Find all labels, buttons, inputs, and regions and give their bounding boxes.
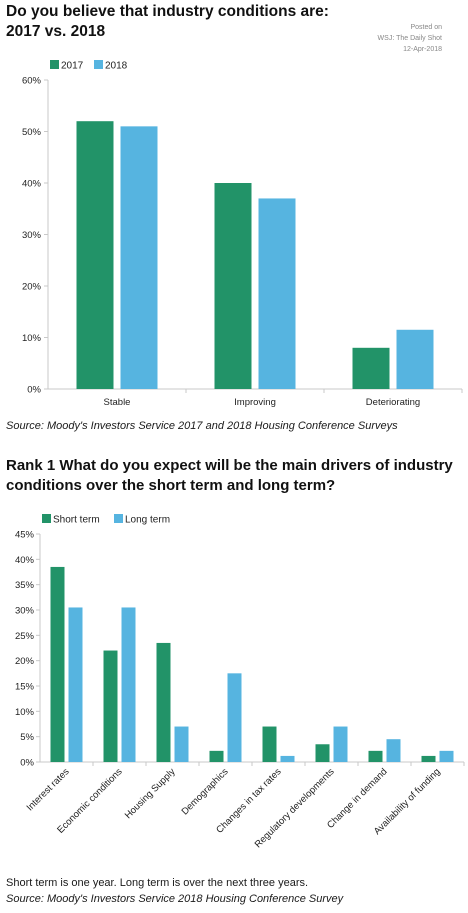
- bar-long-term-1: [68, 607, 83, 762]
- y-tick-label: 40%: [22, 179, 42, 190]
- x-category-label: Interest rates: [25, 766, 72, 813]
- bar-long-term-3: [174, 726, 189, 762]
- x-category-label: Stable: [104, 397, 131, 408]
- legend-label: Long term: [125, 515, 170, 526]
- chart-1-bar-chart: 0% 10% 20% 30% 40% 50% 60% Stable Improving Deter…: [22, 60, 463, 408]
- chart-2-title: Rank 1 What do you expect will be the ma…: [6, 457, 453, 494]
- chart-2-bar-chart: 0% 5% 10% 15% 20% 25% 30% 35% 40% 45% Interest rat…: [15, 514, 465, 850]
- bar-short-term-5: [262, 726, 277, 762]
- survey-chart-panel-1: Do you believe that industry conditions …: [0, 0, 468, 440]
- y-tick-label: 20%: [15, 656, 35, 667]
- bar-2018-deteriorating: [396, 329, 434, 389]
- posted-on-note: Posted on WSJ: The Daily Shot 12-Apr-201…: [378, 22, 442, 55]
- legend-swatch: [50, 60, 59, 69]
- legend-swatch: [114, 514, 123, 523]
- y-tick-label: 20%: [22, 282, 42, 293]
- bar-short-term-3: [156, 642, 171, 762]
- bar-short-term-2: [103, 650, 118, 762]
- y-tick-label: 15%: [15, 682, 35, 693]
- x-category-label: Deteriorating: [366, 397, 420, 408]
- legend-label: 2018: [105, 61, 128, 72]
- y-tick-label: 45%: [15, 530, 35, 541]
- y-tick-label: 35%: [15, 580, 35, 591]
- bar-2017-stable: [76, 121, 114, 389]
- bar-long-term-4: [227, 673, 242, 762]
- y-tick-label: 50%: [22, 127, 42, 138]
- x-category-label: Improving: [234, 397, 276, 408]
- chart-2-note: Short term is one year. Long term is ove…: [6, 877, 309, 889]
- posted-line-3: 12-Apr-2018: [403, 46, 442, 53]
- bar-long-term-7: [386, 739, 401, 762]
- y-tick-label: 0%: [27, 385, 41, 396]
- x-category-label: Demographics: [180, 766, 231, 817]
- bar-short-term-6: [315, 744, 330, 762]
- bar-short-term-7: [368, 750, 383, 762]
- bar-short-term-1: [50, 566, 65, 762]
- legend-swatch: [42, 514, 51, 523]
- bar-2017-improving: [214, 183, 252, 389]
- y-tick-label: 30%: [15, 606, 35, 617]
- bar-long-term-5: [280, 755, 295, 762]
- bar-2018-improving: [258, 198, 296, 389]
- y-tick-label: 60%: [22, 76, 42, 87]
- survey-chart-panel-2: Rank 1 What do you expect will be the ma…: [0, 450, 468, 913]
- chart-2-source: Source: Moody's Investors Service 2018 H…: [6, 893, 344, 905]
- y-tick-label: 0%: [20, 758, 34, 769]
- bar-long-term-2: [121, 607, 136, 762]
- legend-label: 2017: [61, 61, 84, 72]
- posted-line-1: Posted on: [410, 24, 442, 31]
- bar-2017-deteriorating: [352, 347, 390, 389]
- bar-long-term-6: [333, 726, 348, 762]
- y-tick-label: 40%: [15, 555, 35, 566]
- legend-swatch: [94, 60, 103, 69]
- bar-short-term-4: [209, 750, 224, 762]
- legend-label: Short term: [53, 515, 100, 526]
- y-tick-label: 10%: [22, 333, 42, 344]
- bar-long-term-8: [439, 750, 454, 762]
- x-category-label: Housing Supply: [123, 766, 178, 821]
- y-tick-label: 30%: [22, 230, 42, 241]
- bar-short-term-8: [421, 755, 436, 762]
- bar-2018-stable: [120, 126, 158, 389]
- posted-line-2: WSJ: The Daily Shot: [377, 35, 442, 42]
- chart-1-title: Do you believe that industry conditions …: [6, 3, 329, 40]
- y-tick-label: 10%: [15, 707, 35, 718]
- y-tick-label: 25%: [15, 631, 35, 642]
- chart-1-source: Source: Moody's Investors Service 2017 a…: [6, 420, 398, 432]
- y-tick-label: 5%: [20, 732, 34, 743]
